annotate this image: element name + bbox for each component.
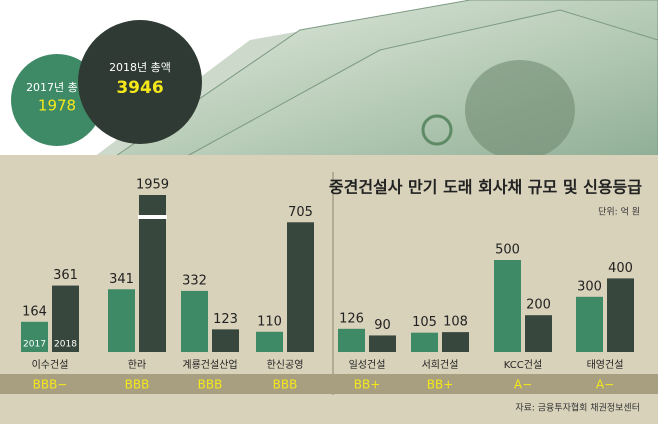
- total-2018-circle: [78, 20, 202, 144]
- value-label: 705: [288, 205, 313, 220]
- bar: [338, 328, 365, 352]
- total-value: 3946: [116, 78, 163, 98]
- total-value: 1978: [38, 97, 76, 115]
- value-label: 164: [22, 304, 47, 319]
- total-label: 2017년 총액: [26, 81, 88, 94]
- bar: [576, 296, 603, 352]
- bar: [181, 290, 208, 352]
- value-label: 126: [339, 311, 364, 326]
- series-label: 2017: [23, 340, 46, 350]
- category-label: 계룡건설산업: [182, 358, 237, 371]
- bar: [369, 335, 396, 352]
- value-label: 90: [374, 318, 391, 333]
- category-label: 일성건설: [349, 359, 386, 371]
- source: 자료: 금융투자협회 채권정보센터: [515, 402, 640, 414]
- category-label: 한신공영: [267, 359, 304, 371]
- category-label: 태영건설: [587, 359, 624, 371]
- grade-label: BBB: [125, 378, 150, 392]
- value-label: 341: [109, 272, 134, 287]
- bar: [287, 222, 314, 352]
- category-label: 한라: [128, 359, 146, 371]
- value-label: 400: [608, 261, 633, 276]
- value-label: 200: [526, 298, 551, 313]
- grade-label: BBB: [273, 378, 298, 392]
- value-label: 361: [53, 268, 78, 283]
- bar: [607, 278, 634, 352]
- bar: [212, 329, 239, 352]
- category-label: KCC건설: [504, 359, 542, 371]
- value-label: 500: [495, 243, 520, 258]
- grade-label: BB+: [427, 378, 454, 392]
- unit: 단위: 억 원: [598, 206, 640, 218]
- grade-label: BB+: [354, 378, 381, 392]
- bar: [411, 332, 438, 352]
- grade-label: BBB: [198, 378, 223, 392]
- value-label: 108: [443, 315, 468, 330]
- total-label: 2018년 총액: [109, 61, 171, 74]
- grade-band: [0, 374, 658, 394]
- value-label: 300: [577, 279, 602, 294]
- bar: [52, 285, 79, 352]
- value-label: 110: [257, 314, 282, 329]
- bar: [442, 332, 469, 352]
- category-label: 이수건설: [32, 359, 69, 371]
- bar: [525, 315, 552, 352]
- bar: [256, 331, 283, 352]
- value-label: 332: [182, 273, 207, 288]
- series-label: 2018: [54, 340, 77, 350]
- grade-label: BBB−: [33, 378, 68, 392]
- bar: [21, 321, 48, 352]
- grade-label: A−: [514, 378, 532, 392]
- grade-label: A−: [596, 378, 614, 392]
- value-label: 105: [412, 315, 437, 330]
- value-label: 1959: [136, 178, 169, 193]
- banknotes: [90, 0, 658, 161]
- category-label: 서희건설: [422, 359, 459, 371]
- bar: [139, 195, 166, 352]
- value-label: 123: [213, 312, 238, 327]
- axis-break: [138, 215, 167, 219]
- bar: [494, 260, 521, 352]
- bar: [108, 289, 135, 352]
- chart-title: 중견건설사 만기 도래 회사채 규모 및 신용등급: [329, 178, 642, 197]
